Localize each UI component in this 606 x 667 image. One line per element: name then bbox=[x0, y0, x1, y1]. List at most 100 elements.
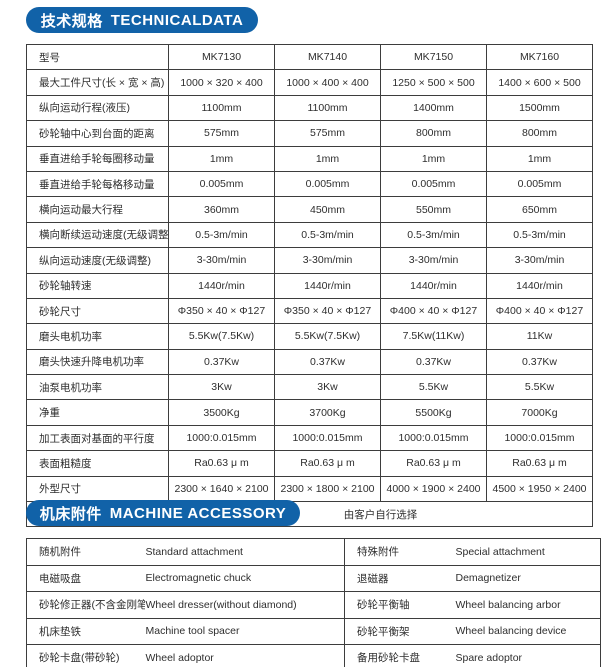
value-cell: 0.37Kw bbox=[274, 348, 381, 376]
value-cell: 1100mm bbox=[168, 94, 275, 122]
table-row: 加工表面对基面的平行度 1000:0.015mm 1000:0.015mm 10… bbox=[26, 424, 593, 452]
accessory-label-zh: 电磁吸盘 bbox=[26, 564, 145, 592]
accessory-label-en: Demagnetizer bbox=[454, 564, 601, 592]
row-label: 最大工件尺寸(长 × 宽 × 高) bbox=[26, 69, 169, 96]
accessory-label-zh: 随机附件 bbox=[26, 538, 145, 566]
value-cell: 1000 × 400 × 400 bbox=[274, 69, 381, 96]
value-cell: 5.5Kw(7.5Kw) bbox=[274, 323, 381, 350]
row-label: 砂轮轴转速 bbox=[26, 272, 169, 299]
row-label: 表面粗糙度 bbox=[26, 450, 169, 477]
value-cell: 3700Kg bbox=[274, 399, 381, 426]
value-cell: 5.5Kw(7.5Kw) bbox=[168, 323, 275, 350]
value-cell: 800mm bbox=[380, 120, 487, 147]
row-label: 净重 bbox=[26, 399, 169, 426]
table-row: 横向断续运动速度(无级调整) 0.5-3m/min 0.5-3m/min 0.5… bbox=[26, 221, 593, 249]
value-cell: 0.37Kw bbox=[486, 348, 593, 376]
value-cell: 1mm bbox=[380, 145, 487, 172]
section-header-technical-data: 技术规格 TECHNICALDATA bbox=[26, 7, 258, 33]
accessory-label-en: Wheel balancing device bbox=[454, 617, 601, 645]
value-cell: 3-30m/min bbox=[274, 247, 381, 274]
value-cell: Φ400 × 40 × Φ127 bbox=[380, 297, 487, 325]
model-cell: MK7160 bbox=[486, 43, 593, 71]
row-label: 垂直进给手轮每圈移动量 bbox=[26, 145, 169, 172]
table-row: 最大工件尺寸(长 × 宽 × 高) 1000 × 320 × 400 1000 … bbox=[26, 69, 593, 96]
row-label: 型号 bbox=[26, 43, 169, 71]
value-cell: 5.5Kw bbox=[380, 374, 487, 401]
section-header-machine-accessory: 机床附件 MACHINE ACCESSORY bbox=[26, 500, 300, 526]
value-cell: 0.005mm bbox=[380, 170, 487, 198]
row-label: 外型尺寸 bbox=[26, 475, 169, 503]
value-cell: 3Kw bbox=[274, 374, 381, 401]
table-row: 砂轮尺寸 Φ350 × 40 × Φ127 Φ350 × 40 × Φ127 Φ… bbox=[26, 297, 593, 325]
row-label: 横向运动最大行程 bbox=[26, 196, 169, 223]
value-cell: Ra0.63 μ m bbox=[486, 450, 593, 477]
accessory-label-en: Special attachment bbox=[454, 538, 601, 566]
value-cell: 1400mm bbox=[380, 94, 487, 122]
table-row: 外型尺寸 2300 × 1640 × 2100 2300 × 1800 × 21… bbox=[26, 475, 593, 503]
table-row: 砂轮卡盘(带砂轮) Wheel adoptor 备用砂轮卡盘 Spare ado… bbox=[26, 644, 601, 667]
value-cell: 0.5-3m/min bbox=[486, 221, 593, 249]
accessory-label-zh: 砂轮卡盘(带砂轮) bbox=[26, 644, 145, 667]
row-label: 加工表面对基面的平行度 bbox=[26, 424, 169, 452]
accessory-label-en: Wheel dresser(without diamond) bbox=[144, 591, 345, 619]
value-cell: 3-30m/min bbox=[380, 247, 487, 274]
value-cell: 3500Kg bbox=[168, 399, 275, 426]
value-cell: 0.005mm bbox=[486, 170, 593, 198]
row-label: 磨头快速升降电机功率 bbox=[26, 348, 169, 376]
value-cell: 1250 × 500 × 500 bbox=[380, 69, 487, 96]
row-label: 磨头电机功率 bbox=[26, 323, 169, 350]
value-cell: 575mm bbox=[168, 120, 275, 147]
section-title-zh: 机床附件 bbox=[39, 505, 102, 523]
model-cell: MK7130 bbox=[168, 43, 275, 71]
accessory-label-en: Machine tool spacer bbox=[144, 617, 345, 645]
accessory-label-en: Wheel balancing arbor bbox=[454, 591, 601, 619]
value-cell: 11Kw bbox=[486, 323, 593, 350]
value-cell: 1100mm bbox=[274, 94, 381, 122]
value-cell: 7000Kg bbox=[486, 399, 593, 426]
model-cell: MK7150 bbox=[380, 43, 487, 71]
table-row: 磨头电机功率 5.5Kw(7.5Kw) 5.5Kw(7.5Kw) 7.5Kw(1… bbox=[26, 323, 593, 350]
table-row: 磨头快速升降电机功率 0.37Kw 0.37Kw 0.37Kw 0.37Kw bbox=[26, 348, 593, 376]
value-cell: 5.5Kw bbox=[486, 374, 593, 401]
value-cell: Φ400 × 40 × Φ127 bbox=[486, 297, 593, 325]
machine-accessory-table: 随机附件 Standard attachment 特殊附件 Special at… bbox=[26, 538, 601, 667]
table-row: 砂轮轴中心到台面的距离 575mm 575mm 800mm 800mm bbox=[26, 120, 593, 147]
value-cell: 0.5-3m/min bbox=[168, 221, 275, 249]
table-row: 砂轮修正器(不含金刚笔) Wheel dresser(without diamo… bbox=[26, 591, 601, 619]
value-cell: 0.5-3m/min bbox=[274, 221, 381, 249]
value-cell: 1440r/min bbox=[274, 272, 381, 299]
value-cell: 0.37Kw bbox=[380, 348, 487, 376]
value-cell: 4500 × 1950 × 2400 bbox=[486, 475, 593, 503]
value-cell: 1mm bbox=[274, 145, 381, 172]
value-cell: 1440r/min bbox=[168, 272, 275, 299]
value-cell: Ra0.63 μ m bbox=[168, 450, 275, 477]
table-row: 电磁吸盘 Electromagnetic chuck 退磁器 Demagneti… bbox=[26, 564, 601, 592]
value-cell: 5500Kg bbox=[380, 399, 487, 426]
value-cell: Ra0.63 μ m bbox=[274, 450, 381, 477]
table-row: 纵向运动行程(液压) 1100mm 1100mm 1400mm 1500mm bbox=[26, 94, 593, 122]
accessory-label-zh: 特殊附件 bbox=[344, 538, 455, 566]
table-row: 垂直进给手轮每格移动量 0.005mm 0.005mm 0.005mm 0.00… bbox=[26, 170, 593, 198]
value-cell: 1500mm bbox=[486, 94, 593, 122]
value-cell: Φ350 × 40 × Φ127 bbox=[168, 297, 275, 325]
value-cell: 1440r/min bbox=[486, 272, 593, 299]
row-label: 油泵电机功率 bbox=[26, 374, 169, 401]
value-cell: 0.5-3m/min bbox=[380, 221, 487, 249]
section-title-en: TECHNICALDATA bbox=[110, 11, 244, 29]
section-title-zh: 技术规格 bbox=[40, 12, 103, 30]
accessory-label-en: Wheel adoptor bbox=[144, 644, 345, 667]
value-cell: 575mm bbox=[274, 120, 381, 147]
accessory-label-en: Spare adoptor bbox=[454, 644, 601, 667]
value-cell: 1mm bbox=[486, 145, 593, 172]
value-cell: 360mm bbox=[168, 196, 275, 223]
value-cell: 0.005mm bbox=[274, 170, 381, 198]
accessory-label-zh: 砂轮修正器(不含金刚笔) bbox=[26, 591, 145, 619]
value-cell: 4000 × 1900 × 2400 bbox=[380, 475, 487, 503]
row-label: 纵向运动速度(无级调整) bbox=[26, 247, 169, 274]
row-label: 砂轮尺寸 bbox=[26, 297, 169, 325]
table-row: 表面粗糙度 Ra0.63 μ m Ra0.63 μ m Ra0.63 μ m R… bbox=[26, 450, 593, 477]
table-row: 垂直进给手轮每圈移动量 1mm 1mm 1mm 1mm bbox=[26, 145, 593, 172]
value-cell: 0.005mm bbox=[168, 170, 275, 198]
section-title-en: MACHINE ACCESSORY bbox=[109, 504, 287, 522]
value-cell: 650mm bbox=[486, 196, 593, 223]
